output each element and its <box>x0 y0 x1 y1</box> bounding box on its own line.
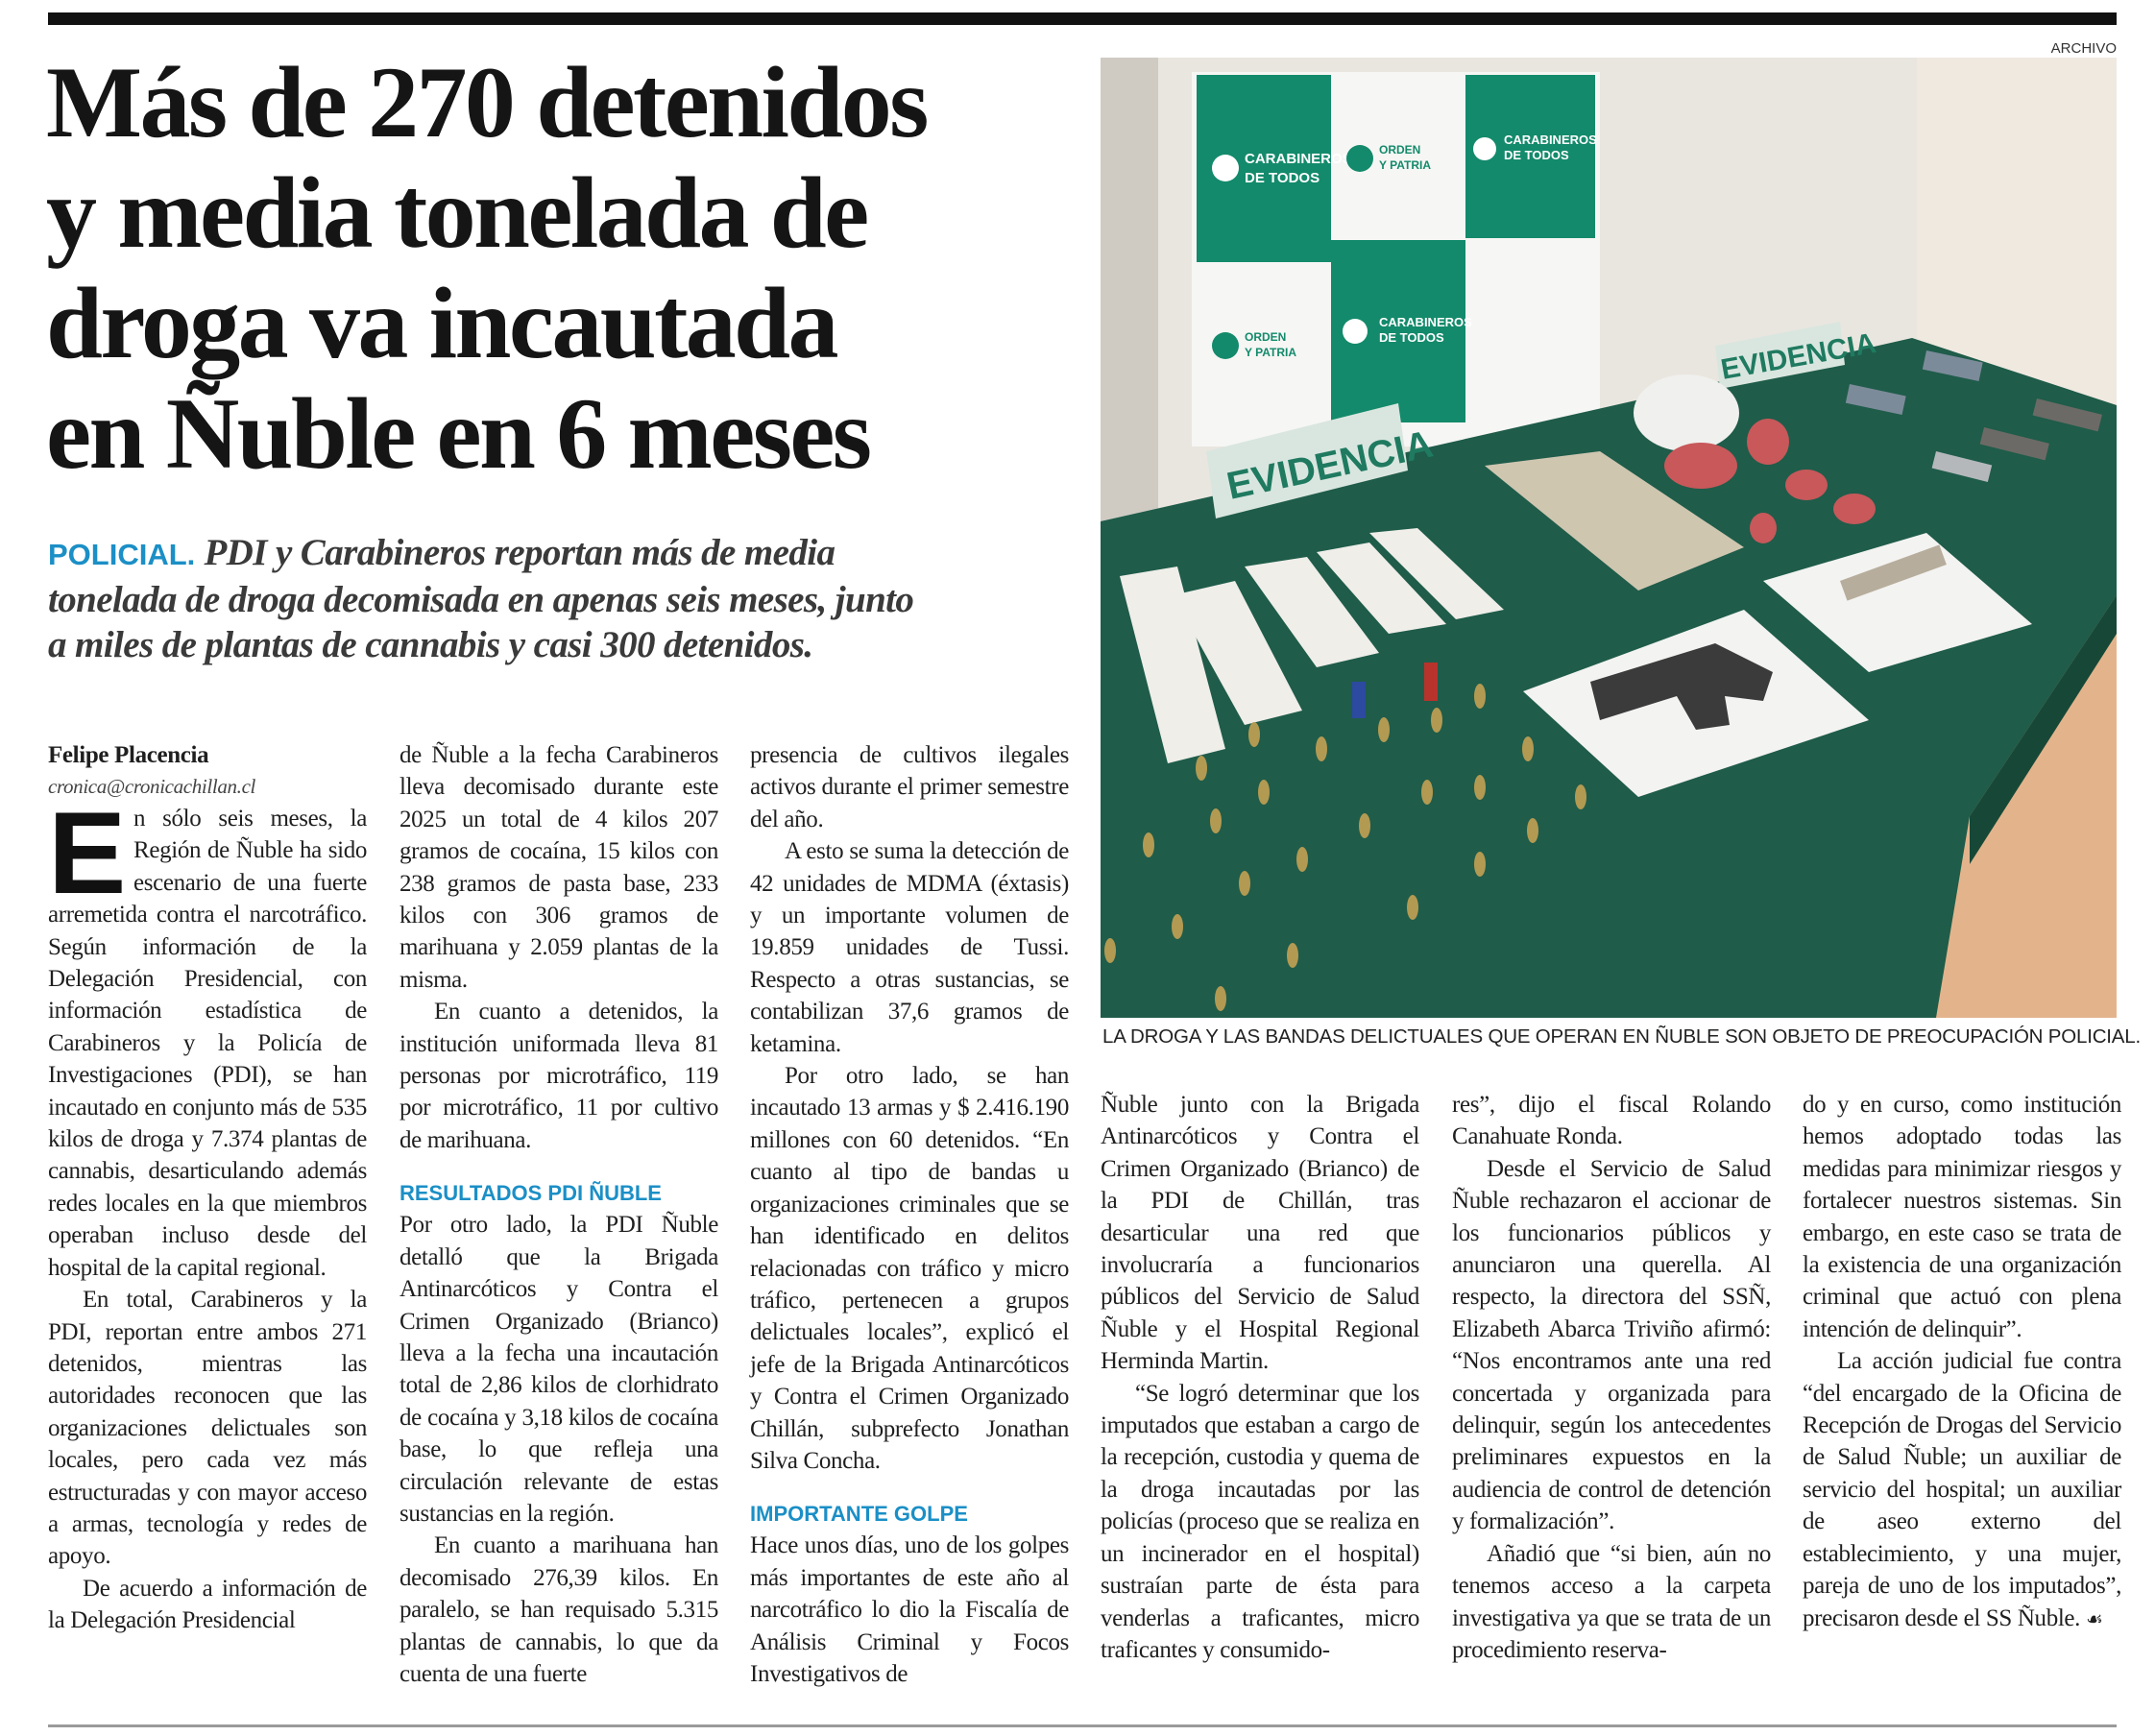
lead-text: PDI y Carabineros reportan más de media <box>204 532 835 573</box>
lead-line: a miles de plantas de cannabis y casi 30… <box>48 624 813 665</box>
photo-credit: ARCHIVO <box>2050 40 2117 57</box>
svg-text:CARABINEROS: CARABINEROS <box>1504 133 1597 147</box>
body-paragraph: Desde el Servicio de Salud Ñuble rechaza… <box>1452 1155 1771 1535</box>
photo-caption: LA DROGA Y LAS BANDAS DELICTUALES QUE OP… <box>1102 1025 2141 1048</box>
svg-text:Y PATRIA: Y PATRIA <box>1379 158 1431 172</box>
svg-text:DE TODOS: DE TODOS <box>1379 330 1444 345</box>
body-paragraph: En cuanto a marihuana han decomisado 276… <box>400 1532 718 1687</box>
article-column-3: presencia de cultivos ilegales activos d… <box>750 739 1069 1690</box>
body-paragraph: Ñuble junto con la Brigada Antinarcótico… <box>1101 1092 1419 1375</box>
body-paragraph: Por otro lado, se han incautado 13 armas… <box>750 1063 1069 1474</box>
pistol <box>1590 643 1773 730</box>
svg-text:CARABINEROS: CARABINEROS <box>1379 315 1472 329</box>
body-paragraph: En cuanto a detenidos, la institución un… <box>400 999 718 1153</box>
svg-text:ORDEN: ORDEN <box>1379 143 1420 157</box>
lead-line: tonelada de droga decomisada en apenas s… <box>48 579 914 620</box>
subheading: RESULTADOS PDI ÑUBLE <box>400 1181 662 1206</box>
author-name: Felipe Placencia <box>48 742 209 768</box>
svg-text:DE TODOS: DE TODOS <box>1245 170 1320 186</box>
marijuana-bag <box>1485 451 1744 591</box>
cash-bundles <box>1120 528 1504 763</box>
svg-text:ORDEN: ORDEN <box>1245 330 1286 344</box>
headline-line: Más de 270 detenidos <box>46 46 929 158</box>
headline-line: droga va incautada <box>46 267 839 379</box>
lead-paragraph: POLICIAL. PDI y Carabineros reportan más… <box>48 530 1066 667</box>
table-front <box>1970 595 2117 864</box>
article-column-1: Felipe Placencia cronica@cronicachillan.… <box>48 739 367 1637</box>
article-column-5: res”, dijo el fiscal Rolando Canahuate R… <box>1452 1089 1771 1666</box>
pipe <box>1840 544 1947 601</box>
body-paragraph: Hace unos días, uno de los golpes más im… <box>750 1532 1069 1687</box>
body-paragraph: do y en curso, como institución hemos ad… <box>1803 1092 2121 1342</box>
author-email[interactable]: cronica@cronicachillan.cl <box>48 775 256 798</box>
article-column-4: Ñuble junto con la Brigada Antinarcótico… <box>1101 1089 1419 1666</box>
svg-text:DE TODOS: DE TODOS <box>1504 148 1569 162</box>
subheading: IMPORTANTE GOLPE <box>750 1502 968 1527</box>
phones <box>1845 350 2102 482</box>
body-paragraph: De acuerdo a información de la Delegació… <box>48 1575 367 1634</box>
section-kicker: POLICIAL. <box>48 538 196 571</box>
body-paragraph: Añadió que “si bien, aún no tenemos acce… <box>1452 1540 1771 1663</box>
white-package <box>1634 374 1739 451</box>
body-paragraph: de Ñuble a la fecha Carabineros lleva de… <box>400 742 718 993</box>
body-paragraph: presencia de cultivos ilegales activos d… <box>750 742 1069 832</box>
shotgun-shell-red <box>1424 663 1438 701</box>
body-paragraph: A esto se suma la detección de 42 unidad… <box>750 838 1069 1057</box>
svg-text:Y PATRIA: Y PATRIA <box>1245 346 1296 359</box>
headline-line: y media tonelada de <box>46 157 869 269</box>
headline-line: en Ñuble en 6 meses <box>46 377 872 490</box>
body-paragraph: res”, dijo el fiscal Rolando Canahuate R… <box>1452 1092 1771 1150</box>
headline: Más de 270 detenidos y media tonelada de… <box>46 47 1083 489</box>
end-mark-icon: ☙ <box>2086 1606 2103 1630</box>
drop-cap: E <box>48 787 127 918</box>
wall-shadow <box>1101 58 1158 557</box>
top-rule <box>48 12 2117 25</box>
article-column-6: do y en curso, como institución hemos ad… <box>1803 1089 2121 1635</box>
pipe-paper <box>1763 533 2032 672</box>
press-banner: CARABINEROS DE TODOS ORDEN Y PATRIA CARA… <box>1192 72 1600 446</box>
shotgun-shell-blue <box>1352 682 1366 718</box>
banner-logo-text: CARABINEROS <box>1245 151 1352 167</box>
body-paragraph: “Se logró determinar que los imputados q… <box>1101 1380 1419 1663</box>
article-photo: CARABINEROS DE TODOS ORDEN Y PATRIA CARA… <box>1101 58 2117 1018</box>
bullets <box>1104 684 1586 1011</box>
body-paragraph: Por otro lado, la PDI Ñuble detalló que … <box>400 1212 718 1527</box>
body-paragraph: La acción judicial fue contra “del encar… <box>1803 1348 2121 1631</box>
red-packages <box>1664 419 1876 543</box>
lead-line: POLICIAL. PDI y Carabineros reportan más… <box>48 530 1066 577</box>
body-paragraph: En total, Carabineros y la PDI, reportan… <box>48 1287 367 1570</box>
bottom-rule <box>48 1724 2117 1727</box>
article-column-2: de Ñuble a la fecha Carabineros lleva de… <box>400 739 718 1690</box>
